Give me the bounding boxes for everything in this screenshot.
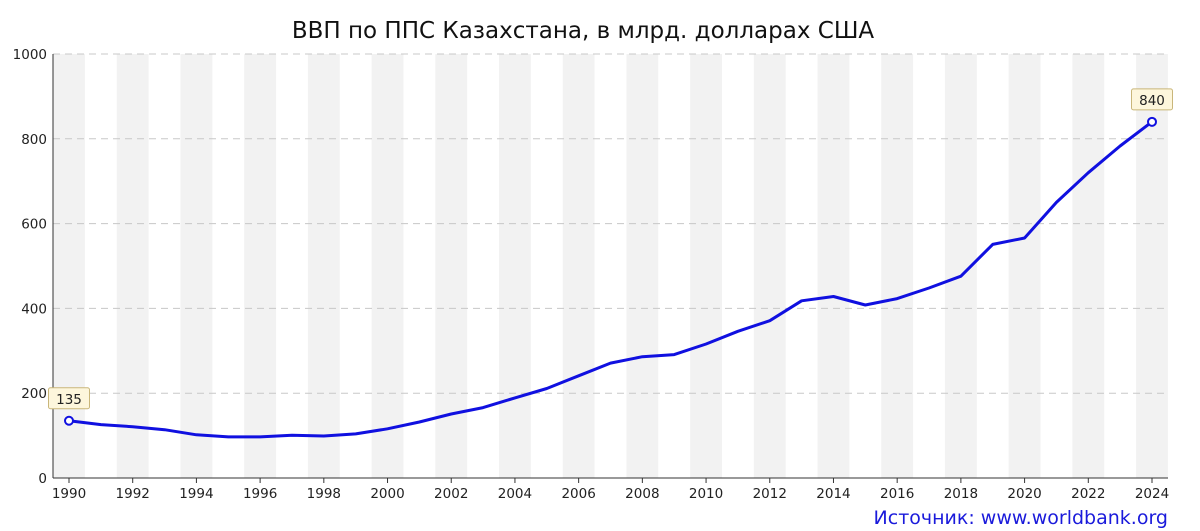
year-band — [435, 54, 468, 478]
x-tick-label: 2020 — [1007, 486, 1041, 502]
year-band — [371, 54, 404, 478]
endpoint-marker — [1147, 116, 1157, 127]
year-band — [690, 54, 722, 478]
y-axis: 0 200 400 600 800 1000 — [13, 47, 47, 487]
x-tick-label: 1994 — [179, 486, 213, 502]
y-tick-label: 600 — [21, 217, 47, 233]
year-band — [1072, 54, 1105, 478]
x-tick-label: 1996 — [243, 486, 277, 502]
x-tick-label: 2016 — [880, 486, 914, 502]
x-tick-label: 2004 — [498, 486, 532, 502]
x-tick-label: 2018 — [944, 486, 978, 502]
x-tick-label: 2014 — [816, 486, 850, 502]
year-bands — [53, 54, 1168, 478]
grid-lines — [52, 53, 1168, 479]
endpoint-marker — [64, 415, 74, 426]
x-tick-label: 2006 — [561, 486, 595, 502]
y-tick-label: 200 — [21, 386, 47, 402]
y-tick-label: 800 — [21, 132, 47, 148]
x-tick-label: 2008 — [625, 486, 659, 502]
year-band — [817, 54, 850, 478]
x-tick-label: 1990 — [52, 486, 86, 502]
year-band — [116, 54, 149, 478]
year-band — [1008, 54, 1041, 478]
series-line — [68, 120, 1153, 439]
x-tick-label: 1998 — [307, 486, 341, 502]
year-band — [307, 54, 340, 478]
y-tick-label: 0 — [38, 471, 47, 487]
y-tick-label: 1000 — [13, 47, 47, 63]
x-tick-label: 2002 — [434, 486, 468, 502]
source-link[interactable]: Источник: www.worldbank.org — [873, 507, 1168, 529]
year-band — [244, 54, 277, 478]
year-band — [881, 54, 914, 478]
x-tick-label: 2024 — [1135, 486, 1169, 502]
year-band — [53, 54, 85, 478]
x-tick-label: 1992 — [116, 486, 150, 502]
annotations: 135 840 — [48, 88, 1173, 426]
value-label-box — [1131, 88, 1173, 111]
value-label: 135 — [56, 392, 82, 408]
series-lines — [68, 120, 1153, 439]
year-band — [753, 54, 786, 478]
value-label: 840 — [1139, 93, 1165, 109]
year-band — [499, 54, 531, 478]
x-tick-label: 2010 — [689, 486, 723, 502]
year-band — [626, 54, 659, 478]
x-tick-label: 2000 — [370, 486, 404, 502]
x-tick-label: 2012 — [753, 486, 787, 502]
chart-title: ВВП по ППС Казахстана, в млрд. долларах … — [292, 18, 875, 44]
y-tick-label: 400 — [21, 301, 47, 317]
year-band — [562, 54, 595, 478]
value-label-box — [48, 387, 90, 410]
x-tick-label: 2022 — [1071, 486, 1105, 502]
year-band — [180, 54, 213, 478]
x-axis: 1990 1992 1994 1996 1998 2000 2002 2004 2006 2008… — [52, 478, 1169, 502]
